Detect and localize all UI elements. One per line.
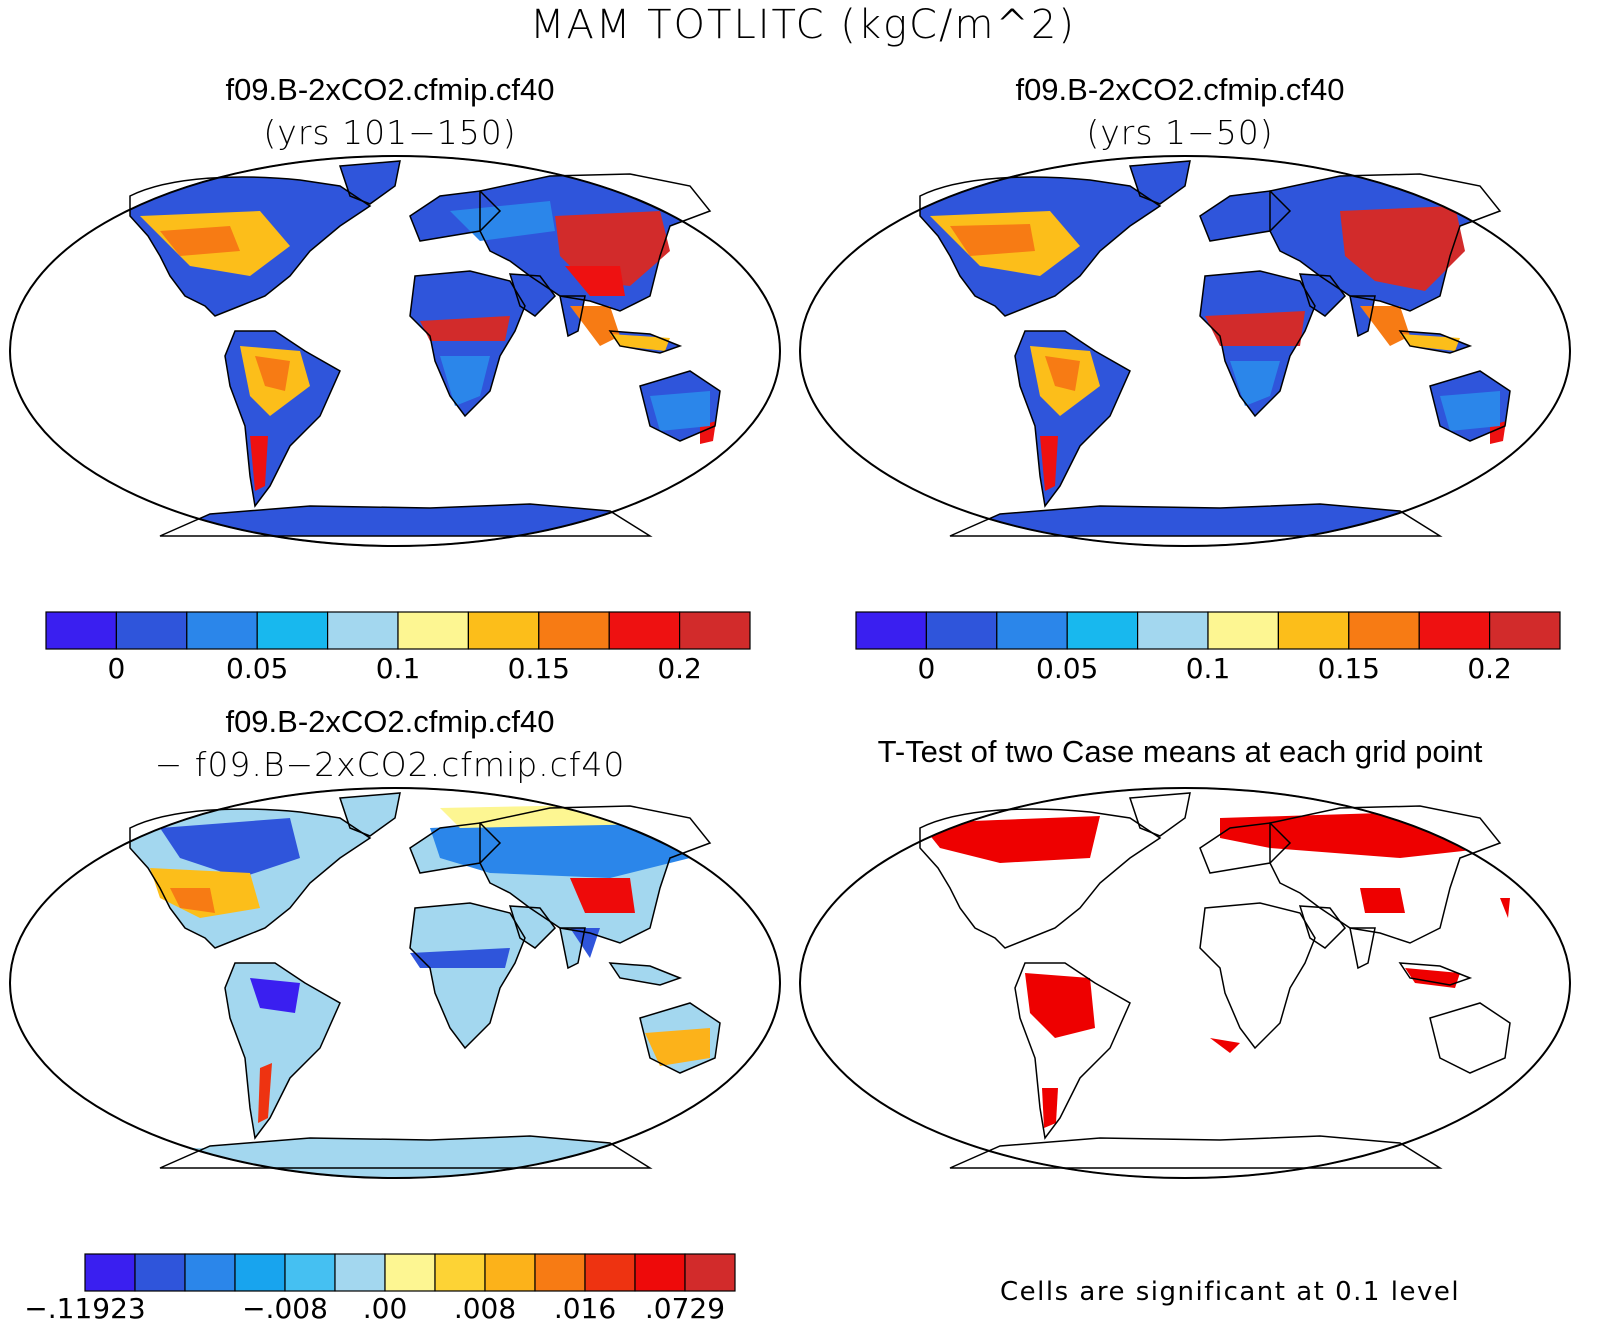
panel-1-subtitle: (yrs 101−150) xyxy=(263,113,517,152)
colorbar-tick-label: 0.15 xyxy=(1318,652,1380,685)
panel-3-map xyxy=(9,787,781,1179)
panel-2-title: f09.B-2xCO2.cfmip.cf40 xyxy=(1015,72,1345,107)
colorbar-swatch xyxy=(327,611,399,650)
panel-4-map xyxy=(799,787,1571,1179)
colorbar-swatch xyxy=(534,1253,586,1292)
colorbar-swatch xyxy=(1488,611,1561,650)
colorbar-tick-label: .008 xyxy=(454,1292,516,1325)
colorbar-swatch xyxy=(996,611,1068,650)
colorbar-swatch xyxy=(1207,611,1280,650)
panel-2-subtitle: (yrs 1−50) xyxy=(1086,113,1274,152)
panel-1-map xyxy=(9,155,781,547)
colorbar-swatch xyxy=(115,611,188,650)
panel-1-title: f09.B-2xCO2.cfmip.cf40 xyxy=(225,72,555,107)
colorbar-tick-label: 0.1 xyxy=(376,652,421,685)
colorbar-swatch xyxy=(925,611,998,650)
colorbar-swatch xyxy=(134,1253,186,1292)
colorbar-swatch xyxy=(608,611,681,650)
colorbar-swatch xyxy=(45,611,118,650)
colorbar-swatch xyxy=(855,611,928,650)
panel-2-map xyxy=(799,155,1571,547)
colorbar-swatch xyxy=(1348,611,1420,650)
colorbar-swatch xyxy=(678,611,751,650)
colorbar-tick-label: −.11923 xyxy=(24,1292,145,1325)
colorbar-tick-label: 0.05 xyxy=(226,652,288,685)
colorbar-swatch xyxy=(1277,611,1350,650)
colorbar-swatch xyxy=(384,1253,436,1292)
panel-4-title: T-Test of two Case means at each grid po… xyxy=(877,734,1483,769)
colorbar-tick-label: 0.05 xyxy=(1036,652,1098,685)
colorbar-swatch xyxy=(184,1253,236,1292)
colorbar-swatch xyxy=(584,1253,636,1292)
colorbar-tick-label: .0729 xyxy=(645,1292,725,1325)
colorbar-swatch xyxy=(234,1253,286,1292)
panel-3-title: f09.B-2xCO2.cfmip.cf40 xyxy=(225,704,555,739)
panel-3-subtitle: − f09.B−2xCO2.cfmip.cf40 xyxy=(154,745,626,784)
colorbar-swatch xyxy=(397,611,470,650)
colorbar-tick-label: 0.2 xyxy=(657,652,702,685)
panel-2-colorbar: 0 0.05 0.1 0.15 0.2 xyxy=(855,611,1561,685)
colorbar-swatch xyxy=(1136,611,1209,650)
colorbar-tick-label: 0.2 xyxy=(1467,652,1512,685)
colorbar-tick-label: 0.1 xyxy=(1186,652,1231,685)
significance-note: Cells are significant at 0.1 level xyxy=(1000,1277,1461,1307)
figure-title: MAM TOTLITC (kgC/m^2) xyxy=(530,2,1076,48)
colorbar-tick-label: 0.15 xyxy=(508,652,570,685)
colorbar-tick-label: 0 xyxy=(917,652,935,685)
colorbar-swatch xyxy=(484,1253,536,1292)
colorbar-tick-label: −.008 xyxy=(242,1292,328,1325)
colorbar-swatch xyxy=(284,1253,336,1292)
colorbar-swatch xyxy=(1066,611,1139,650)
colorbar-swatch xyxy=(1418,611,1491,650)
colorbar-swatch xyxy=(467,611,540,650)
colorbar-swatch xyxy=(334,1253,386,1292)
panel-3-colorbar: −.11923 −.008 .00 .008 .016 .0729 xyxy=(24,1253,736,1325)
colorbar-tick-label: 0 xyxy=(107,652,125,685)
colorbar-swatch xyxy=(538,611,610,650)
colorbar-swatch xyxy=(634,1253,686,1292)
colorbar-swatch xyxy=(186,611,258,650)
colorbar-swatch xyxy=(434,1253,486,1292)
panel-1-colorbar: 0 0.05 0.1 0.15 0.2 xyxy=(45,611,751,685)
colorbar-tick-label: .016 xyxy=(554,1292,616,1325)
colorbar-swatch xyxy=(684,1253,736,1292)
colorbar-tick-label: .00 xyxy=(363,1292,408,1325)
colorbar-swatch xyxy=(84,1253,136,1292)
colorbar-swatch xyxy=(256,611,329,650)
